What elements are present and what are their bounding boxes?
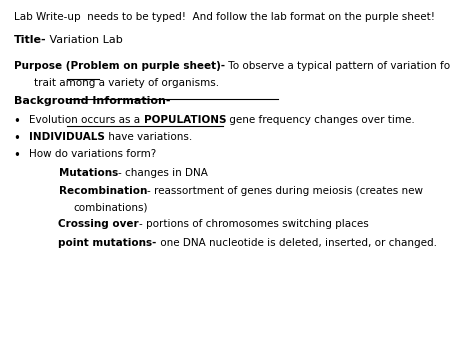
Text: point mutations-: point mutations- <box>58 238 157 248</box>
Text: Crossing over: Crossing over <box>58 219 139 230</box>
Text: POPULATIONS: POPULATIONS <box>144 115 226 125</box>
Text: Title-: Title- <box>14 35 46 46</box>
Text: Mutations: Mutations <box>58 168 118 178</box>
Text: •: • <box>14 132 20 145</box>
Text: To observe a typical pattern of variation for a: To observe a typical pattern of variatio… <box>225 61 450 71</box>
Text: INDIVIDUALS: INDIVIDUALS <box>29 132 105 142</box>
Text: have variations.: have variations. <box>105 132 193 142</box>
Text: combinations): combinations) <box>73 202 148 212</box>
Text: Evolution occurs as a: Evolution occurs as a <box>29 115 144 125</box>
Text: Recombination: Recombination <box>58 186 147 196</box>
Text: - reassortment of genes during meiosis (creates new: - reassortment of genes during meiosis (… <box>147 186 423 196</box>
Text: - portions of chromosomes switching places: - portions of chromosomes switching plac… <box>139 219 369 230</box>
Text: one DNA nucleotide is deleted, inserted, or changed.: one DNA nucleotide is deleted, inserted,… <box>157 238 437 248</box>
Text: •: • <box>14 115 20 127</box>
Text: How do variations form?: How do variations form? <box>29 149 157 159</box>
Text: gene frequency changes over time.: gene frequency changes over time. <box>226 115 415 125</box>
Text: Purpose (Problem on purple sheet)-: Purpose (Problem on purple sheet)- <box>14 61 225 71</box>
Text: trait among a variety of organisms.: trait among a variety of organisms. <box>34 78 219 89</box>
Text: - changes in DNA: - changes in DNA <box>118 168 207 178</box>
Text: Variation Lab: Variation Lab <box>46 35 123 46</box>
Text: Background Information-: Background Information- <box>14 96 170 106</box>
Text: Lab Write-up  needs to be typed!  And follow the lab format on the purple sheet!: Lab Write-up needs to be typed! And foll… <box>14 12 435 22</box>
Text: •: • <box>14 149 20 162</box>
